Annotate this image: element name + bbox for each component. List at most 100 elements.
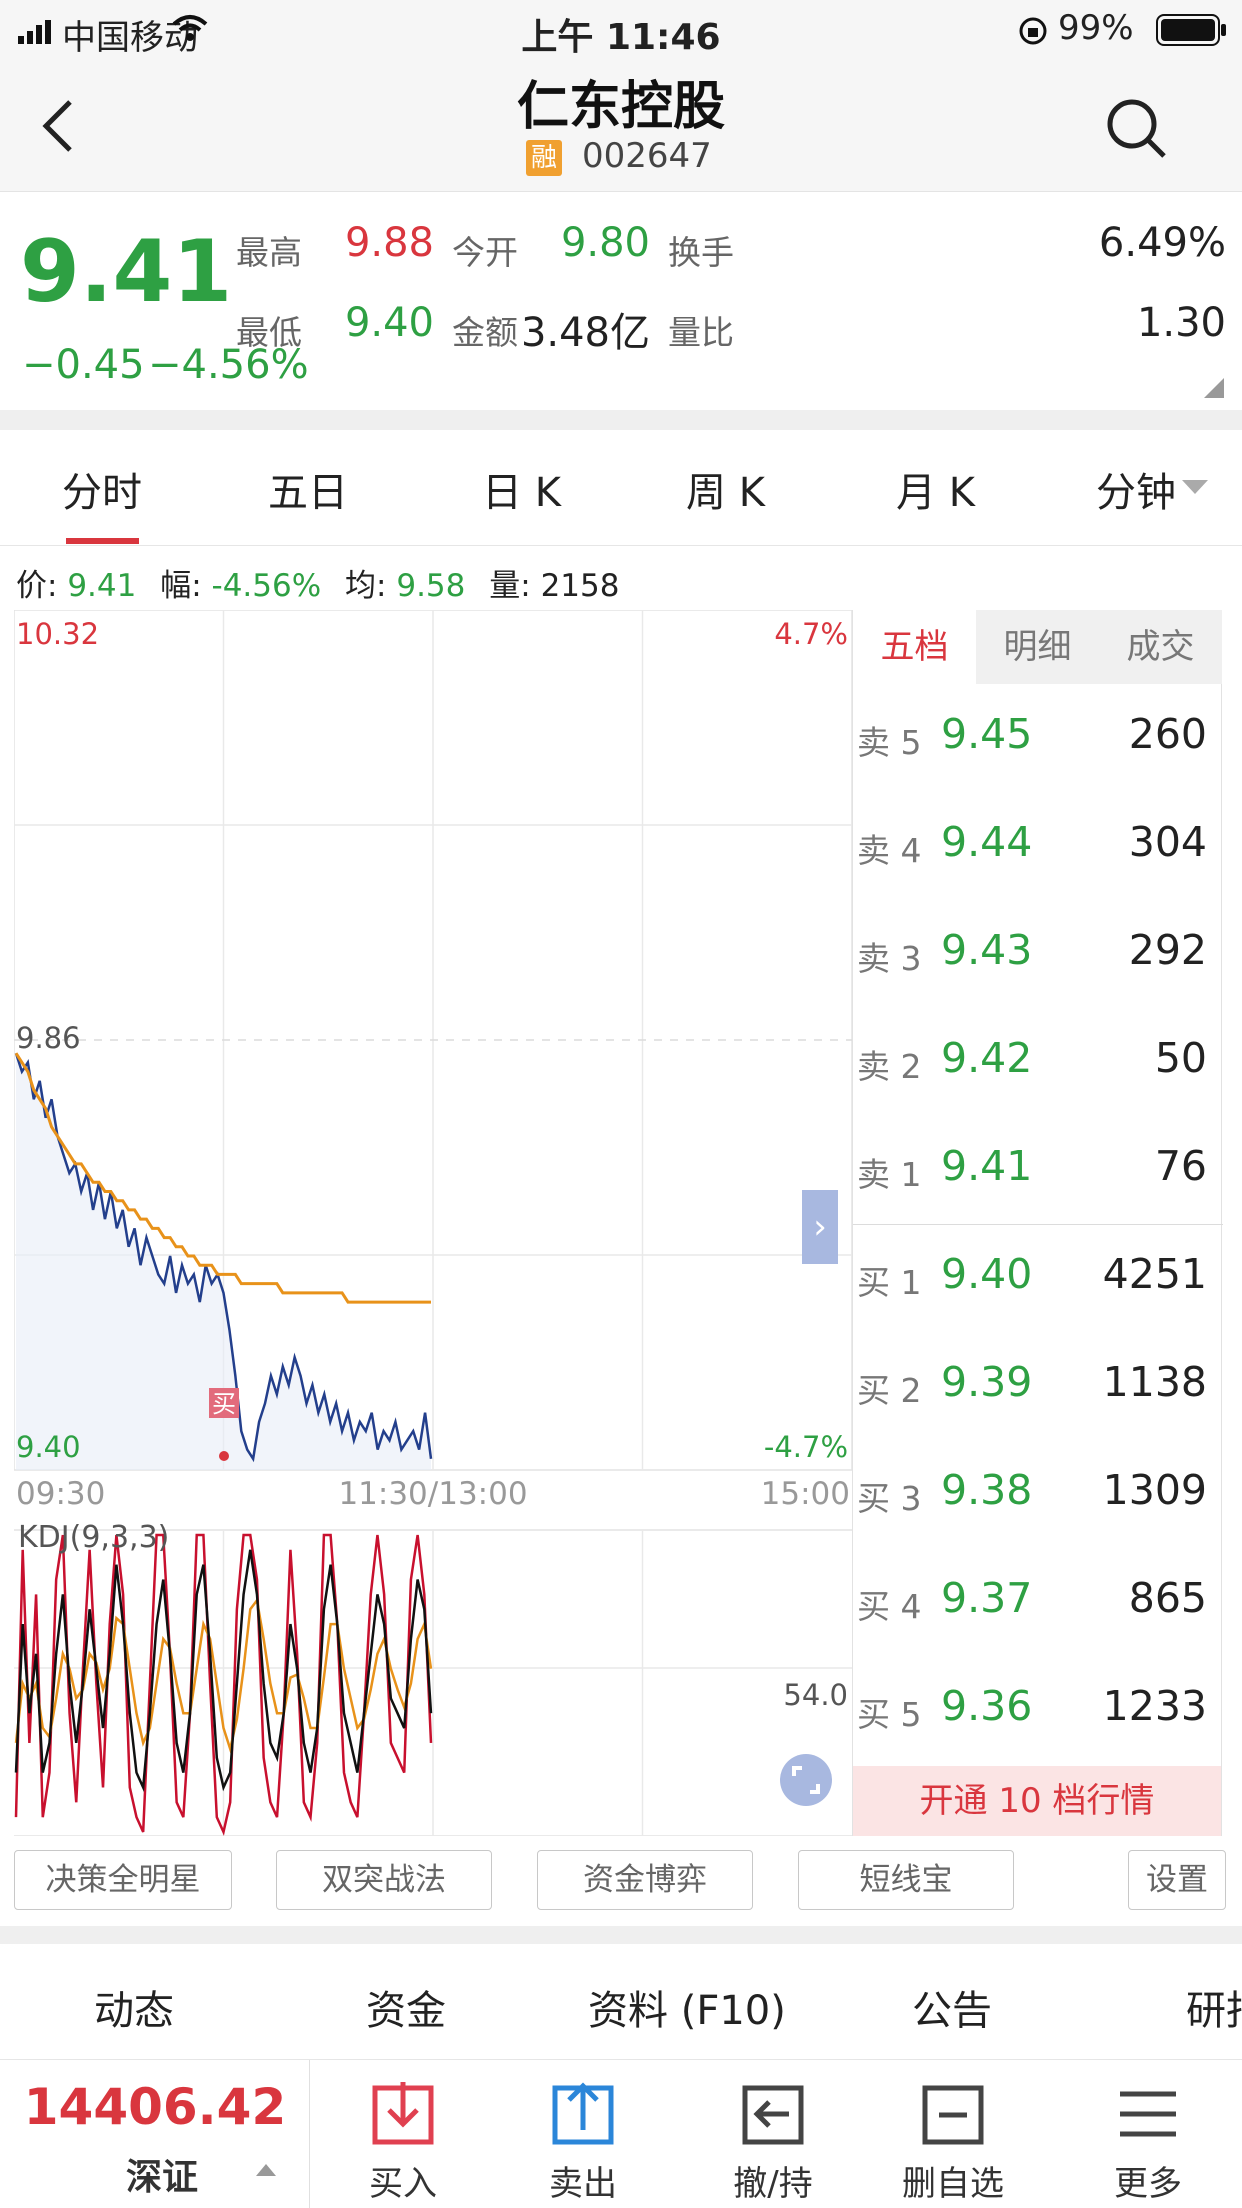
level-label: 卖 5 [857, 723, 922, 762]
chart-svg: 10.32 4.7% 9.86 9.40 -4.7% 09:30 11:30/1… [13, 609, 853, 1837]
level-label: 卖 1 [857, 1155, 922, 1194]
tab-profile-f10[interactable]: 资料 (F10) [588, 1988, 786, 2034]
tab-weekly-k[interactable]: 周 K [686, 470, 765, 516]
x-label-close: 15:00 [761, 1476, 850, 1512]
quote-field-label: 最低 [236, 313, 302, 352]
settings-button[interactable]: 设置 [1128, 1850, 1226, 1910]
tab-five-levels[interactable]: 五档 [853, 610, 976, 684]
bid-level-row[interactable]: 买 5 9.36 1233 [853, 1656, 1223, 1764]
average-value: 9.58 [396, 568, 466, 604]
fullscreen-icon[interactable] [780, 1754, 832, 1806]
buy-icon [372, 2082, 434, 2145]
sell-button[interactable]: 卖出 [493, 2060, 673, 2208]
tab-trades[interactable]: 成交 [1099, 610, 1222, 684]
plugin-button-decision[interactable]: 决策全明星 [14, 1850, 232, 1910]
bid-level-row[interactable]: 买 3 9.38 1309 [853, 1440, 1223, 1548]
kdj-label: KDJ(9,3,3) [18, 1520, 169, 1555]
ask-level-row[interactable]: 卖 2 9.42 50 [853, 1008, 1223, 1116]
divider [0, 1926, 1242, 1944]
quote-field-value: 6.49% [1098, 220, 1226, 266]
battery-percent: 99% [1058, 8, 1134, 48]
bid-level-row[interactable]: 买 2 9.39 1138 [853, 1332, 1223, 1440]
price-area-fill [16, 1053, 431, 1470]
nav-bar: 仁东控股 融 002647 [0, 62, 1242, 192]
price-info-line: 价: 9.41 幅: -4.56% 均: 9.58 量: 2158 [16, 560, 619, 605]
back-icon[interactable] [40, 98, 76, 154]
price-value: 9.41 [67, 568, 137, 604]
expand-corner-icon[interactable] [1204, 378, 1224, 398]
info-tabs: 动态 资金 资料 (F10) 公告 研报 [0, 1944, 1242, 2060]
x-label-midday: 11:30/13:00 [338, 1476, 527, 1512]
upgrade-level10-button[interactable]: 开通 10 档行情 [853, 1766, 1221, 1836]
tab-intraday[interactable]: 分时 [62, 470, 142, 516]
active-tab-indicator [66, 538, 139, 544]
y-top-pct-label: 4.7% [774, 617, 848, 651]
buy-button[interactable]: 买入 [313, 2060, 493, 2208]
level-volume: 292 [1128, 926, 1207, 974]
ask-level-row[interactable]: 卖 5 9.45 260 [853, 684, 1223, 792]
tab-daily-k[interactable]: 日 K [482, 470, 561, 516]
bid-level-row[interactable]: 买 1 9.40 4251 [853, 1224, 1223, 1332]
search-icon[interactable] [1106, 98, 1168, 160]
tab-minute[interactable]: 分钟 [1096, 470, 1176, 516]
tab-five-day[interactable]: 五日 [268, 470, 348, 516]
level-label: 卖 2 [857, 1047, 922, 1086]
svg-text:›: › [813, 1207, 827, 1247]
remove-watchlist-button[interactable]: 删自选 [863, 2060, 1043, 2208]
chevron-down-icon[interactable] [1182, 480, 1208, 496]
level-label: 买 4 [857, 1587, 922, 1626]
rotation-lock-icon [1019, 17, 1047, 45]
bid-level-row[interactable]: 买 4 9.37 865 [853, 1548, 1223, 1656]
status-bar: 中国移动 上午 11:46 99% [0, 0, 1242, 62]
bottom-toolbar: 14406.42 深证 买入 卖出 撤/持 删自选 更多 [0, 2060, 1242, 2208]
level-label: 买 2 [857, 1371, 922, 1410]
plugin-button-capital-game[interactable]: 资金博弈 [537, 1850, 753, 1910]
stock-code: 002647 [582, 136, 712, 176]
cancel-hold-button[interactable]: 撤/持 [683, 2060, 863, 2208]
clock: 上午 11:46 [521, 17, 721, 58]
cancel-order-icon [742, 2085, 804, 2145]
level-label: 卖 4 [857, 831, 922, 870]
tab-announcements[interactable]: 公告 [912, 1988, 992, 2034]
price-change-pct: −4.56% [148, 342, 309, 388]
more-label: 更多 [1114, 2164, 1182, 2204]
plugin-button-short-term[interactable]: 短线宝 [798, 1850, 1014, 1910]
level-volume: 76 [1154, 1142, 1207, 1190]
level-price: 9.43 [941, 926, 1033, 974]
ask-level-row[interactable]: 卖 4 9.44 304 [853, 792, 1223, 900]
remove-watchlist-icon [922, 2085, 984, 2145]
tab-capital[interactable]: 资金 [366, 1988, 446, 2034]
expand-sidebar-handle[interactable]: › [802, 1190, 838, 1264]
level-volume: 1138 [1102, 1358, 1207, 1406]
level-price: 9.40 [941, 1250, 1033, 1298]
tab-news-feed[interactable]: 动态 [94, 1988, 174, 2034]
sell-icon [552, 2082, 614, 2145]
volume-value: 2158 [540, 568, 620, 604]
buy-marker-label: 买 [212, 1390, 236, 1418]
tab-monthly-k[interactable]: 月 K [896, 470, 975, 516]
quote-field-label: 换手 [668, 233, 734, 272]
buy-marker[interactable]: 买 [209, 1388, 239, 1461]
plugin-button-double-break[interactable]: 双突战法 [276, 1850, 492, 1910]
level-volume: 1309 [1102, 1466, 1207, 1514]
tab-details[interactable]: 明细 [976, 610, 1099, 684]
quote-field-value: 1.30 [1136, 300, 1226, 346]
price-line [14, 1052, 433, 1463]
index-name: 深证 [126, 2157, 199, 2198]
level-price: 9.37 [941, 1574, 1033, 1622]
quote-field-value: 9.40 [344, 300, 434, 346]
intraday-chart[interactable]: 10.32 4.7% 9.86 9.40 -4.7% 09:30 11:30/1… [13, 609, 853, 1837]
y-mid-label: 9.86 [16, 1021, 81, 1055]
order-book: 五档 明细 成交 卖 5 9.45 260 卖 4 9.44 304 卖 3 9.43 292 卖… [852, 610, 1223, 1836]
ask-level-row[interactable]: 卖 3 9.43 292 [853, 900, 1223, 1008]
index-ticker[interactable]: 14406.42 深证 [0, 2060, 310, 2208]
buy-label: 买入 [369, 2164, 437, 2204]
quote-field-label: 金额 [452, 313, 518, 352]
tab-research[interactable]: 研报 [1186, 1988, 1242, 2034]
quote-field-value: 9.80 [560, 220, 650, 266]
more-button[interactable]: 更多 [1058, 2060, 1238, 2208]
quote-field-label: 最高 [236, 233, 302, 272]
amplitude-label: 幅: [160, 568, 202, 604]
ask-level-row[interactable]: 卖 1 9.41 76 [853, 1116, 1223, 1224]
level-price: 9.41 [941, 1142, 1033, 1190]
